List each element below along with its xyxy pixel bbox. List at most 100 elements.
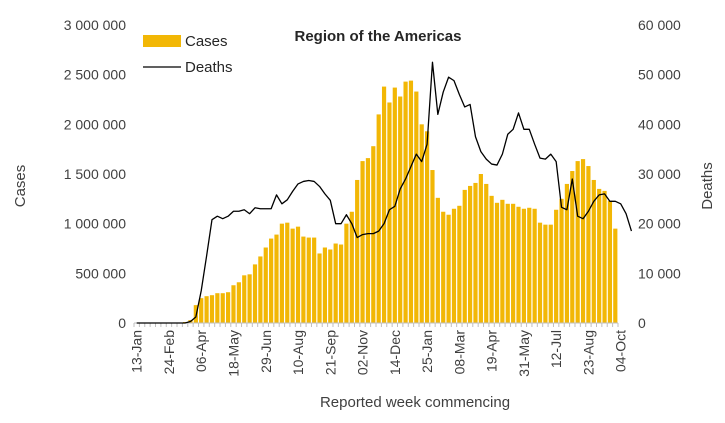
case-bar <box>424 131 430 323</box>
case-bar <box>274 234 279 323</box>
case-bar <box>559 198 564 323</box>
case-bar <box>398 96 403 324</box>
case-bar <box>607 200 613 323</box>
y-axis-left-title: Cases <box>12 165 29 208</box>
case-bar <box>500 199 505 323</box>
y-left-tick-label: 1 000 000 <box>64 216 126 232</box>
case-bar <box>478 174 483 323</box>
case-bar <box>457 205 462 323</box>
y-right-tick-label: 30 000 <box>638 166 681 182</box>
x-tick-label: 23-Aug <box>580 330 596 375</box>
case-bar <box>365 158 371 323</box>
case-bar <box>333 243 338 323</box>
case-bar <box>403 81 408 324</box>
chart-title: Region of the Americas <box>295 28 462 45</box>
case-bar <box>301 236 306 323</box>
case-bar <box>441 211 446 323</box>
case-bar <box>516 206 521 323</box>
y-right-tick-label: 20 000 <box>638 216 681 232</box>
x-axis-tick-labels: 13-Jan 24-Feb 06-Apr 18-May 29-Jun 10-Aug 21-S… <box>129 330 629 377</box>
y-right-tick-label: 10 000 <box>638 265 681 281</box>
case-bar <box>279 223 284 323</box>
case-bar <box>252 264 258 323</box>
y-left-tick-label: 2 500 000 <box>64 67 126 83</box>
case-bar <box>263 247 268 323</box>
case-bar <box>489 195 494 323</box>
x-tick-label: 31-May <box>516 330 532 377</box>
case-bar <box>484 183 489 323</box>
case-bar <box>543 224 548 323</box>
case-bar <box>435 197 440 323</box>
case-bar <box>462 189 467 323</box>
case-bar <box>473 182 478 323</box>
y-left-tick-label: 3 000 000 <box>64 17 126 33</box>
case-bar <box>290 228 295 323</box>
case-bar <box>414 91 419 323</box>
case-bar <box>446 214 451 323</box>
legend: Cases Deaths <box>143 33 233 76</box>
x-tick-label: 24-Feb <box>161 330 177 375</box>
legend-cases-label: Cases <box>185 33 228 50</box>
case-bar <box>285 222 290 323</box>
x-tick-label: 13-Jan <box>129 330 145 373</box>
case-bar <box>360 161 365 323</box>
case-bar <box>204 296 209 323</box>
case-bar <box>236 282 241 323</box>
y-left-tick-label: 1 500 000 <box>64 166 126 182</box>
x-tick-label: 21-Sep <box>322 330 338 375</box>
case-bar <box>355 179 360 323</box>
case-bar <box>613 228 618 323</box>
case-bar <box>494 202 500 323</box>
y-left-tick-label: 0 <box>118 315 126 331</box>
case-bar <box>317 253 322 323</box>
x-tick-label: 08-Mar <box>451 330 467 375</box>
y-axis-left-ticks: 0 500 000 1 000 000 1 500 000 2 000 000 2 500… <box>64 17 127 331</box>
case-bar <box>580 159 586 323</box>
legend-deaths-label: Deaths <box>185 59 233 76</box>
y-right-tick-label: 40 000 <box>638 116 681 132</box>
case-bar <box>570 171 575 323</box>
x-tick-marks <box>133 323 619 327</box>
case-bar <box>430 170 435 323</box>
case-bar <box>328 249 333 323</box>
case-bar <box>521 208 526 323</box>
case-bar <box>209 295 215 323</box>
case-bar <box>548 224 553 323</box>
case-bar <box>387 102 392 323</box>
case-bar <box>408 80 414 323</box>
case-bar <box>451 208 457 323</box>
case-bar <box>591 179 596 323</box>
case-bar <box>586 166 591 323</box>
case-bar <box>419 124 424 323</box>
case-bar <box>349 211 354 323</box>
x-tick-label: 19-Apr <box>484 330 500 372</box>
case-bar <box>258 256 263 323</box>
case-bar <box>269 238 274 323</box>
case-bar <box>226 292 231 323</box>
case-bar <box>575 161 580 323</box>
case-bar <box>295 226 301 323</box>
x-tick-label: 18-May <box>226 330 242 377</box>
case-bar <box>199 298 204 323</box>
legend-cases-swatch <box>143 35 181 47</box>
y-left-tick-label: 500 000 <box>75 265 126 281</box>
case-bar <box>242 275 247 323</box>
x-tick-label: 12-Jul <box>548 330 564 368</box>
y-right-tick-label: 50 000 <box>638 67 681 83</box>
case-bar <box>537 222 543 323</box>
x-tick-label: 25-Jan <box>419 330 435 373</box>
case-bar <box>532 208 537 323</box>
x-tick-label: 06-Apr <box>193 330 209 372</box>
case-bar <box>376 114 381 324</box>
y-axis-right-title: Deaths <box>699 162 716 210</box>
deaths-line <box>136 61 633 324</box>
y-axis-right-ticks: 0 10 000 20 000 30 000 40 000 50 000 60 000 <box>638 17 681 331</box>
case-bar <box>468 185 473 323</box>
case-bar <box>602 190 607 323</box>
y-left-tick-label: 2 000 000 <box>64 116 126 132</box>
case-bar <box>597 188 602 323</box>
cases-bars <box>182 80 618 324</box>
case-bar <box>215 293 220 323</box>
case-bar <box>220 293 225 323</box>
